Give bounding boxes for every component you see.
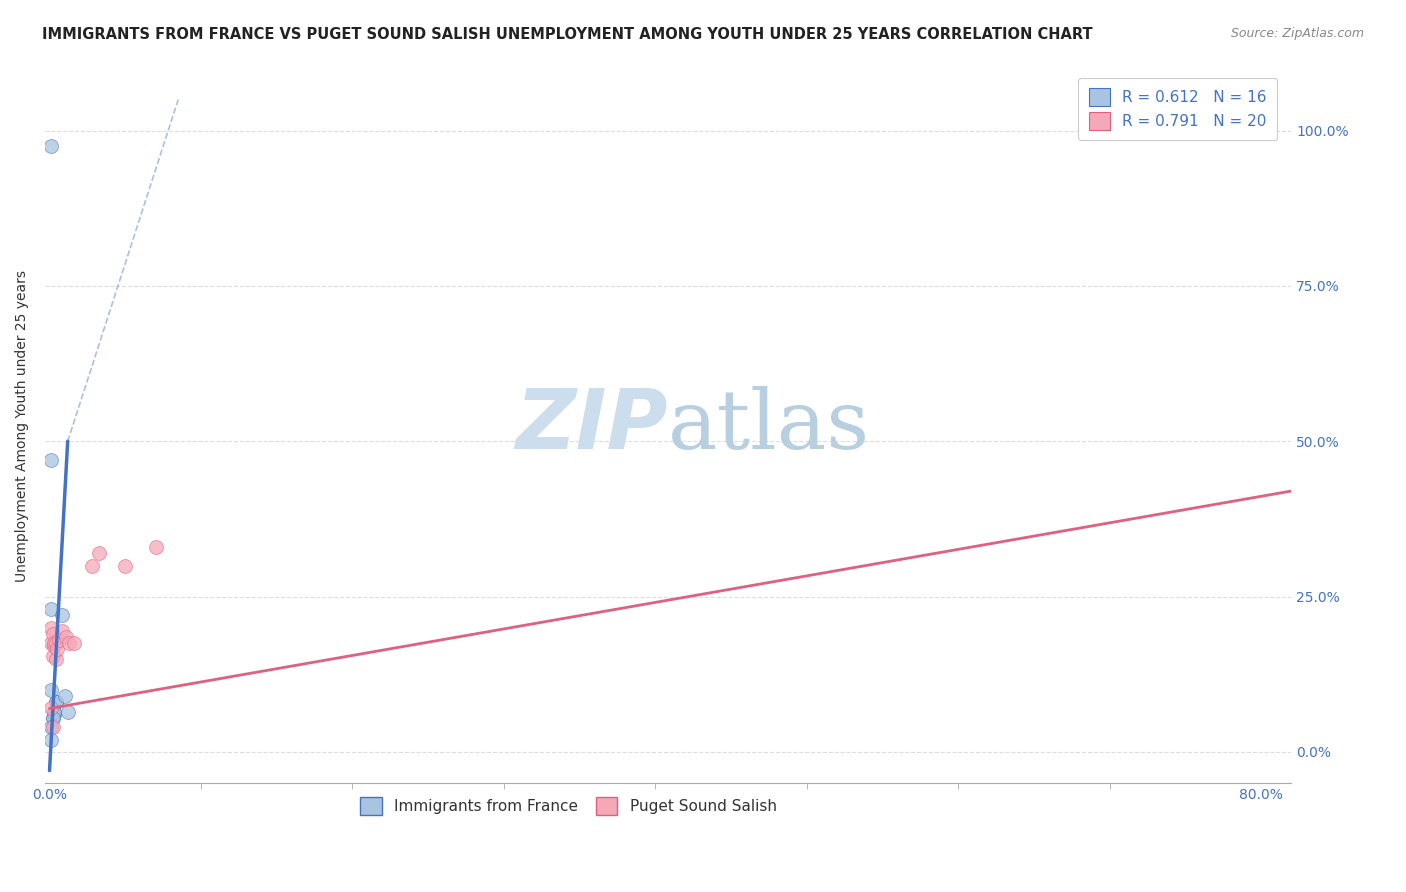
Point	[51, 608, 73, 623]
Point	[39, 139, 62, 153]
Text: ZIP: ZIP	[516, 385, 668, 467]
Point	[55, 630, 77, 644]
Point	[39, 636, 62, 650]
Point	[45, 652, 67, 666]
Point	[39, 701, 62, 715]
Point	[41, 711, 63, 725]
Point	[41, 711, 63, 725]
Point	[39, 682, 62, 697]
Point	[89, 546, 111, 560]
Text: Source: ZipAtlas.com: Source: ZipAtlas.com	[1230, 27, 1364, 40]
Point	[80, 558, 103, 573]
Y-axis label: Unemployment Among Youth under 25 years: Unemployment Among Youth under 25 years	[15, 269, 30, 582]
Point	[45, 695, 67, 709]
Point	[41, 627, 63, 641]
Point	[42, 707, 65, 722]
Point	[48, 633, 70, 648]
Point	[41, 720, 63, 734]
Point	[53, 689, 76, 703]
Point	[114, 558, 136, 573]
Point	[62, 636, 84, 650]
Point	[41, 648, 63, 663]
Point	[45, 636, 67, 650]
Point	[39, 732, 62, 747]
Point	[39, 720, 62, 734]
Point	[145, 540, 167, 554]
Point	[42, 636, 65, 650]
Point	[39, 453, 62, 467]
Point	[42, 705, 65, 719]
Point	[42, 705, 65, 719]
Point	[39, 621, 62, 635]
Point	[58, 636, 80, 650]
Text: IMMIGRANTS FROM FRANCE VS PUGET SOUND SALISH UNEMPLOYMENT AMONG YOUTH UNDER 25 Y: IMMIGRANTS FROM FRANCE VS PUGET SOUND SA…	[42, 27, 1092, 42]
Point	[46, 642, 69, 657]
Point	[51, 624, 73, 638]
Text: atlas: atlas	[668, 385, 870, 466]
Point	[56, 705, 79, 719]
Point	[39, 602, 62, 616]
Legend: Immigrants from France, Puget Sound Salish: Immigrants from France, Puget Sound Sali…	[350, 787, 787, 825]
Point	[45, 695, 67, 709]
Point	[42, 640, 65, 654]
